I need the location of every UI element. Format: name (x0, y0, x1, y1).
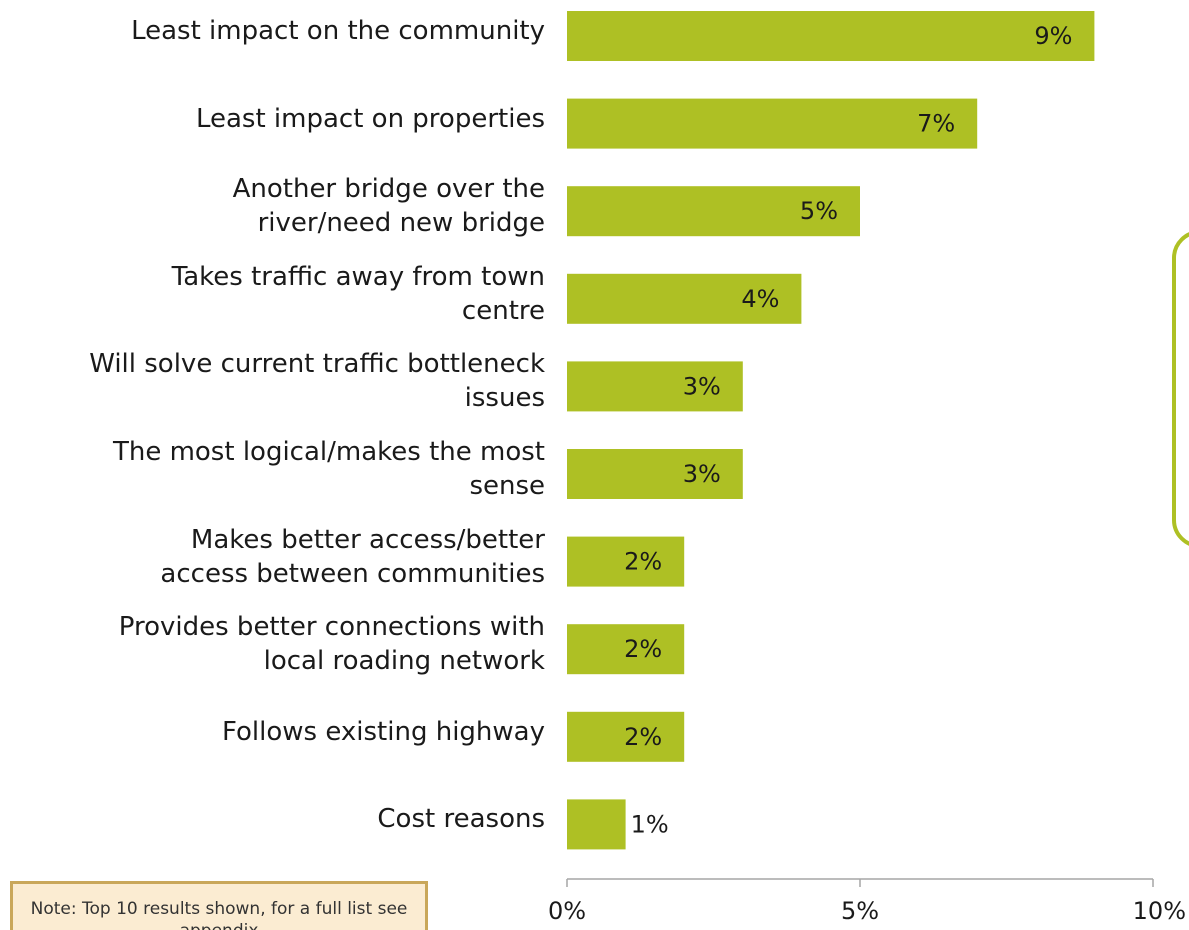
category-label-line: issues (464, 383, 545, 414)
bar-7 (567, 536, 685, 587)
category-label-8: Provides better connections with local ro… (0, 610, 545, 678)
bar-2 (567, 98, 978, 149)
data-label-8: 2% (624, 635, 662, 663)
category-label-line: Provides better connections with (118, 612, 545, 643)
bar-5 (567, 361, 743, 412)
data-label-7: 2% (624, 548, 662, 576)
category-label-1: Least impact on the community (0, 14, 545, 48)
note-box: Note: Top 10 results shown, for a full l… (10, 881, 428, 930)
category-label-6: The most logical/makes the most sense (0, 435, 545, 503)
side-callout-box (1172, 230, 1189, 548)
data-label-6: 3% (683, 460, 721, 488)
category-label-line: centre (461, 295, 545, 326)
category-label-line: Least impact on the community (131, 16, 545, 46)
note-text: Note: Top 10 results shown, for a full l… (30, 899, 408, 930)
data-label-1: 9% (1034, 22, 1072, 50)
bar-3 (567, 186, 860, 237)
category-label-line: river/need new bridge (257, 208, 545, 239)
data-label-5: 3% (683, 372, 721, 400)
category-label-5: Will solve current traffic bottleneck iss… (0, 347, 545, 415)
category-label-line: Makes better access/better (190, 524, 545, 555)
category-label-line: Another bridge over the (232, 174, 545, 205)
category-label-line: local roading network (263, 646, 545, 677)
bar-4 (567, 273, 802, 324)
category-label-line: The most logical/makes the most (112, 437, 545, 467)
data-label-10: 1% (631, 810, 669, 838)
category-label-4: Takes traffic away from town centre (0, 260, 545, 328)
data-label-3: 5% (800, 197, 838, 225)
x-tick-label-5: 5% (841, 897, 879, 925)
bar-10 (567, 799, 626, 850)
category-label-9: Follows existing highway (0, 715, 545, 749)
data-label-9: 2% (624, 723, 662, 751)
category-label-3: Another bridge over the river/need new br… (0, 172, 545, 240)
data-label-4: 4% (741, 285, 779, 313)
x-tick-label-0: 0% (548, 897, 586, 925)
category-label-line: access between communities (160, 558, 545, 589)
category-label-line: Will solve current traffic bottleneck (89, 349, 545, 380)
data-label-2: 7% (917, 110, 955, 138)
category-label-line: Follows existing highway (222, 716, 545, 747)
category-label-line: Takes traffic away from town (171, 261, 545, 292)
bar-9 (567, 711, 685, 762)
category-label-line: sense (469, 471, 545, 501)
category-label-7: Makes better access/better access between… (0, 523, 545, 591)
category-label-10: Cost reasons (0, 802, 545, 836)
bar-1 (567, 11, 1095, 61)
category-label-2: Least impact on properties (0, 102, 545, 136)
category-label-line: Cost reasons (377, 804, 545, 835)
bar-8 (567, 624, 685, 675)
category-label-line: Least impact on properties (195, 103, 545, 134)
bar-6 (567, 449, 743, 499)
x-tick-label-10: 10% (1133, 897, 1186, 925)
